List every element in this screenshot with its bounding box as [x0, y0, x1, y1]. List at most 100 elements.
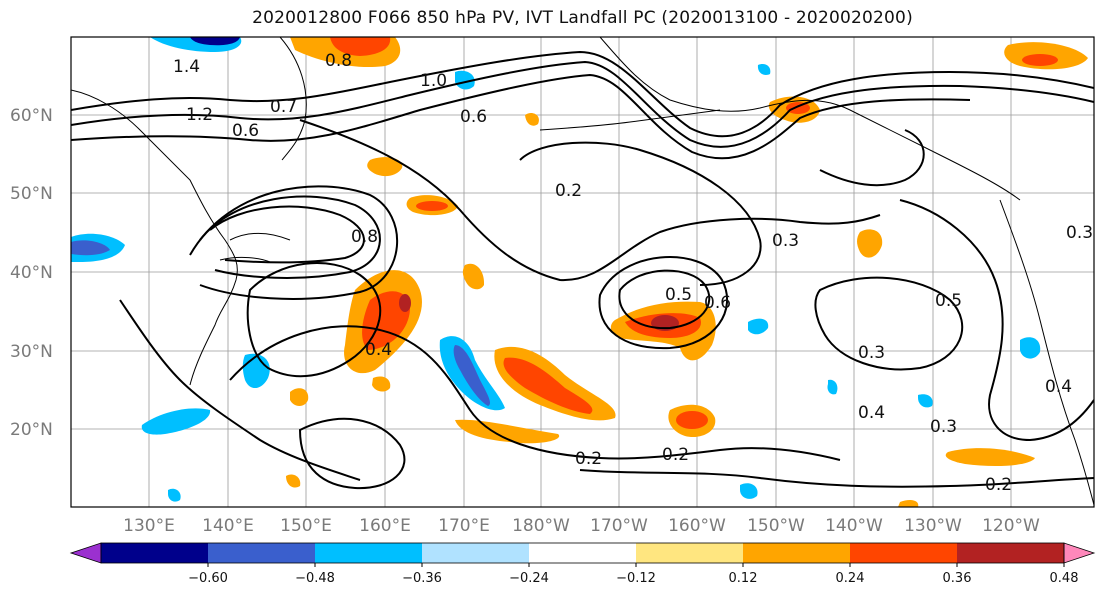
colorbar: −0.60 −0.48 −0.36 −0.24 −0.12 0.12 0.24 0.36 0.4… — [69, 542, 1096, 586]
blob-pos-4-core — [676, 411, 708, 429]
colorbar-segment — [743, 543, 851, 563]
lat-label-40n: 40°N — [10, 263, 53, 283]
contour-label: 0.4 — [365, 340, 392, 360]
colorbar-segment — [957, 543, 1065, 563]
contour-label: 1.0 — [420, 71, 447, 91]
colorbar-segment — [208, 543, 316, 563]
blob-pos-7-core — [330, 37, 391, 56]
lat-label-50n: 50°N — [10, 184, 53, 204]
jet-contour-1 — [71, 50, 1094, 138]
coast-alaska — [599, 37, 1021, 201]
lat-label-20n: 20°N — [10, 420, 53, 440]
wide-contour-8 — [819, 129, 925, 187]
blob-neg-3-core — [190, 37, 240, 46]
blob-neg-4 — [141, 408, 211, 435]
contour-label: 0.2 — [985, 475, 1012, 495]
blob-neg-13 — [168, 488, 181, 502]
lon-label: 120°W — [982, 516, 1040, 536]
colorbar-tick-label: 0.48 — [1050, 571, 1079, 586]
loop-west-2 — [199, 195, 381, 279]
blob-pos-18 — [898, 499, 919, 507]
jet-contour-2 — [71, 60, 1094, 148]
colorbar-tick-label: −0.12 — [616, 571, 656, 586]
blob-pos-14 — [290, 388, 309, 406]
contour-labels: 0.8 1.4 1.2 1.0 0.7 0.6 0.8 0.6 0.4 0.2 … — [173, 51, 1093, 495]
blob-pos-9-core — [1022, 54, 1058, 66]
contour-label: 0.5 — [665, 285, 692, 305]
colorbar-segment — [422, 543, 530, 563]
blob-neg-2-core — [71, 240, 110, 256]
loop-west-1 — [209, 205, 365, 264]
pv-contours — [71, 50, 1094, 490]
contour-label: 0.2 — [555, 181, 582, 201]
lon-label: 140°E — [202, 516, 254, 536]
wide-contour-9 — [519, 141, 762, 286]
contour-label: 0.2 — [575, 449, 602, 469]
colorbar-outline — [100, 542, 1065, 564]
contour-label: 0.3 — [930, 417, 957, 437]
negative-pv-shading — [71, 37, 1041, 502]
wide-contour-6 — [814, 276, 964, 371]
contour-label: 0.7 — [270, 97, 297, 117]
map-title: 2020012800 F066 850 hPa PV, IVT Landfall… — [252, 8, 913, 28]
lon-label: 180°W — [512, 516, 570, 536]
lon-label: 170°W — [590, 516, 648, 536]
contour-label: 0.4 — [1045, 377, 1072, 397]
colorbar-segment — [636, 543, 744, 563]
blob-neg-12 — [757, 64, 771, 75]
contour-label: 1.4 — [173, 57, 200, 77]
contour-label: 0.5 — [935, 291, 962, 311]
lat-label-30n: 30°N — [10, 342, 53, 362]
colorbar-segment — [850, 543, 958, 563]
lat-label-60n: 60°N — [10, 106, 53, 126]
latitude-axis: 60°N 50°N 40°N 30°N 20°N — [10, 106, 53, 440]
lon-label: 160°W — [668, 516, 726, 536]
lon-label: 130°W — [904, 516, 962, 536]
lon-label: 170°E — [438, 516, 490, 536]
blob-neg-6 — [748, 318, 769, 335]
wide-contour-4 — [298, 417, 406, 490]
lon-label: 150°W — [747, 516, 805, 536]
blob-pos-16 — [525, 113, 539, 126]
blob-neg-1-core — [453, 345, 491, 406]
lon-label: 130°E — [123, 516, 175, 536]
lon-label: 140°W — [825, 516, 883, 536]
blob-pos-5 — [455, 419, 560, 444]
blob-neg-7 — [1020, 337, 1041, 359]
contour-label: 0.8 — [351, 227, 378, 247]
colorbar-segment — [529, 543, 637, 563]
contour-label: 1.2 — [186, 105, 213, 125]
blob-pos-8-core — [786, 102, 810, 114]
wide-contour-10 — [119, 299, 361, 481]
colorbar-extend-min — [69, 542, 102, 564]
contour-label: 0.2 — [662, 445, 689, 465]
coast-north-america — [999, 199, 1094, 506]
blob-pos-2-core — [503, 357, 593, 414]
colorbar-tick-label: 0.36 — [943, 571, 972, 586]
coastlines — [71, 37, 1094, 506]
jet-contour-3 — [71, 73, 971, 160]
blob-pos-13 — [462, 263, 485, 290]
blob-pos-17 — [286, 474, 301, 488]
contour-label: 0.4 — [858, 403, 885, 423]
wide-contour-1 — [299, 119, 881, 282]
colorbar-tick-label: 0.12 — [729, 571, 758, 586]
colorbar-tick-label: −0.24 — [509, 571, 549, 586]
wide-contour-7 — [899, 199, 1094, 442]
blob-neg-9 — [740, 483, 758, 499]
map-border — [70, 36, 1095, 508]
wide-contour-5 — [579, 469, 1094, 488]
blob-neg-8 — [455, 70, 475, 90]
blob-neg-10 — [918, 394, 933, 408]
wide-contour-3 — [229, 325, 841, 461]
contour-label: 0.6 — [460, 107, 487, 127]
blob-neg-11 — [827, 379, 838, 395]
longitude-axis: 130°E 140°E 150°E 160°E 170°E 180°W 170°… — [123, 516, 1040, 536]
loop-central — [618, 269, 711, 330]
blob-pos-1-max — [399, 294, 411, 312]
blob-pos-6-core — [416, 201, 448, 211]
colorbar-tick-label: 0.24 — [836, 571, 865, 586]
loop-west-3 — [189, 185, 399, 300]
blob-pos-10 — [945, 448, 1035, 466]
